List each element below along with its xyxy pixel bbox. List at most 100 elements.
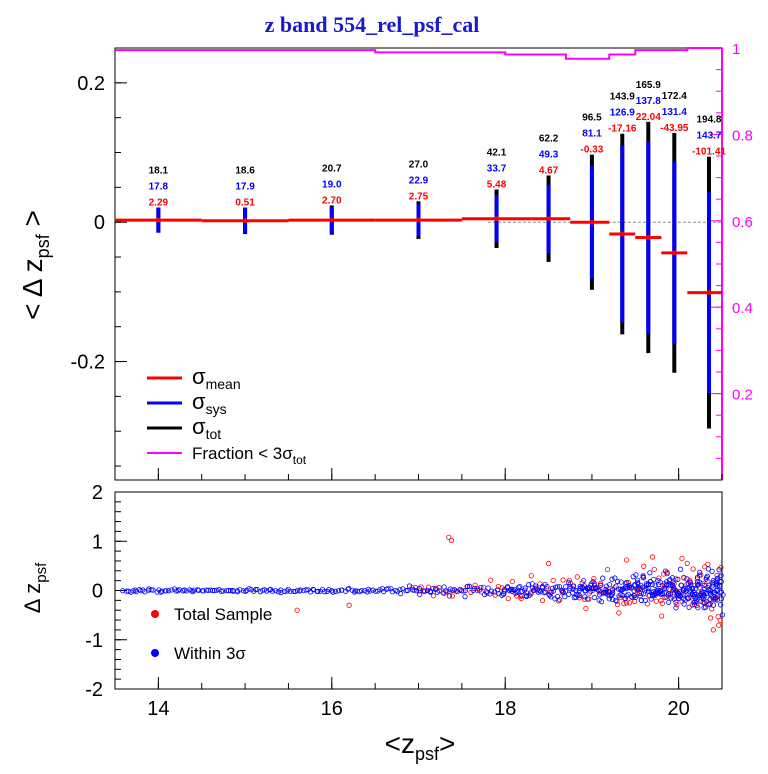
- within-point: [446, 593, 452, 599]
- within-point: [610, 596, 616, 603]
- within-point: [220, 588, 226, 594]
- bin-label: 96.5: [582, 113, 602, 124]
- within-point: [465, 583, 471, 589]
- legend-total-marker: [151, 610, 159, 618]
- within-point: [554, 584, 561, 590]
- within-point: [370, 587, 376, 593]
- within-point: [706, 582, 712, 588]
- within-point: [662, 568, 669, 574]
- within-point: [686, 604, 692, 610]
- within-point: [718, 572, 724, 578]
- within-point: [651, 576, 657, 582]
- within-point: [678, 582, 684, 588]
- within-point: [573, 588, 579, 594]
- right-tick-label: 0.6: [732, 214, 753, 231]
- within-point: [315, 588, 321, 594]
- bin-label: 194.8: [696, 115, 721, 126]
- within-point: [642, 597, 648, 603]
- within-point: [359, 588, 365, 594]
- within-point: [536, 587, 542, 594]
- within-point: [567, 583, 573, 590]
- within-point: [398, 591, 404, 597]
- bin-label: 172.4: [662, 91, 687, 102]
- bin-label: 2.29: [149, 198, 169, 209]
- outlier-point: [294, 607, 300, 613]
- total-sample-point: [550, 577, 556, 584]
- within-point: [459, 588, 465, 594]
- outlier-point: [650, 554, 656, 560]
- bin-label: 49.3: [539, 150, 559, 161]
- within-point: [581, 578, 587, 584]
- bin-label: 131.4: [662, 107, 687, 118]
- within-point: [517, 583, 523, 590]
- within-point: [385, 585, 391, 592]
- within-point: [694, 596, 700, 602]
- within-point: [548, 594, 554, 600]
- within-point: [228, 588, 234, 594]
- bin-label: 5.48: [487, 179, 507, 190]
- within-point: [577, 585, 583, 591]
- legend-fraction: Fraction < 3σtot: [192, 444, 307, 467]
- within-point: [619, 586, 625, 593]
- within-point: [175, 588, 181, 594]
- within-point: [697, 579, 703, 585]
- bin-label: 137.8: [636, 96, 661, 107]
- within-point: [695, 605, 701, 611]
- within-point: [667, 591, 674, 597]
- within-point: [615, 578, 621, 585]
- top-tick-label: -0.2: [71, 352, 105, 374]
- mean-point: [619, 231, 625, 237]
- within-point: [427, 589, 434, 595]
- bin-label: 0.51: [235, 198, 255, 209]
- bin-label: 143.9: [610, 92, 635, 103]
- within-point: [466, 583, 473, 589]
- within-point: [278, 589, 284, 596]
- mean-point: [546, 216, 552, 222]
- within-point: [624, 593, 630, 599]
- within-point: [718, 589, 724, 595]
- outlier-point: [346, 602, 352, 608]
- bin-label: 22.9: [409, 175, 429, 186]
- within-point: [710, 578, 716, 584]
- within-point: [687, 579, 693, 585]
- within-point: [562, 594, 568, 600]
- within-point: [478, 584, 484, 591]
- total-sample-point: [444, 589, 450, 595]
- within-point: [539, 585, 545, 591]
- within-point: [638, 597, 644, 603]
- top-tick-label: 0.2: [77, 73, 105, 95]
- within-point: [559, 588, 565, 594]
- within-point: [526, 592, 532, 599]
- within-point: [240, 588, 246, 594]
- within-point: [388, 586, 394, 592]
- bin-label: 17.9: [235, 182, 255, 193]
- within-point: [560, 589, 566, 595]
- mean-point: [155, 217, 161, 223]
- right-tick-label: 0.8: [732, 127, 753, 144]
- within-point: [709, 583, 715, 589]
- total-sample-point: [659, 613, 665, 619]
- within-point: [683, 591, 689, 597]
- mean-point: [329, 217, 335, 223]
- bottom-legend: Total Sample Within 3σ: [151, 605, 272, 663]
- within-point: [659, 590, 666, 597]
- within-point: [588, 581, 594, 587]
- within-point: [243, 588, 249, 594]
- within-point: [287, 588, 293, 594]
- outlier-point: [710, 627, 716, 633]
- within-point: [665, 592, 671, 598]
- within-point: [489, 588, 495, 594]
- within-point: [120, 588, 126, 594]
- within-point: [335, 588, 342, 594]
- bottom-tick-label: 2: [92, 482, 103, 504]
- within-point: [718, 596, 725, 602]
- within-point: [268, 586, 274, 593]
- within-point: [169, 587, 175, 593]
- within-point: [675, 576, 681, 582]
- within-point: [494, 587, 501, 593]
- within-point: [606, 582, 613, 588]
- within-point: [640, 573, 646, 579]
- within-point: [522, 585, 528, 591]
- within-point: [148, 587, 154, 593]
